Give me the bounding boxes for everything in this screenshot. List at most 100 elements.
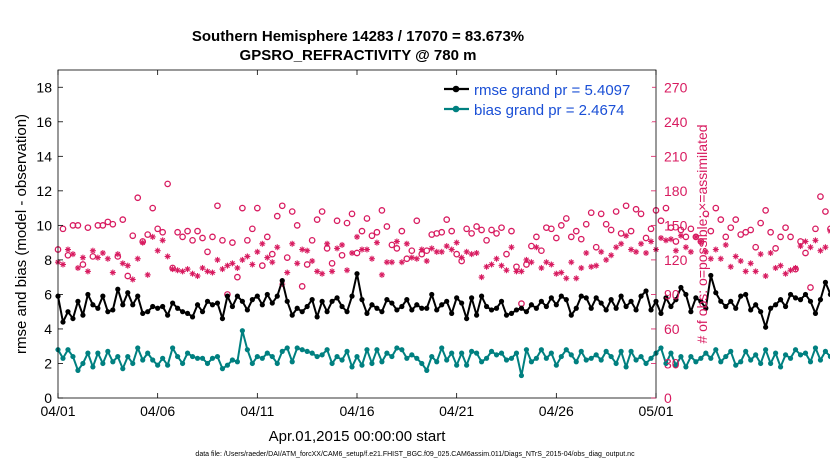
- possible-obs-point: [403, 255, 411, 263]
- assimilated-obs-point: [144, 271, 151, 278]
- possible-obs-point: [199, 234, 206, 242]
- assimilated-obs-point: [448, 246, 455, 253]
- bias-point: [533, 355, 540, 361]
- possible-obs-point: [99, 222, 107, 229]
- rmse-point: [483, 303, 490, 310]
- assimilated-obs-point: [662, 237, 669, 244]
- rmse-point: [189, 314, 196, 320]
- possible-obs-point: [587, 209, 595, 217]
- bias-point: [817, 357, 824, 363]
- bias-series-line: [57, 329, 830, 377]
- bias-point: [179, 360, 186, 367]
- rmse-point: [827, 291, 830, 297]
- possible-obs-point: [174, 228, 181, 236]
- assimilated-obs-point: [538, 264, 545, 271]
- possible-obs-point: [822, 208, 829, 215]
- assimilated-obs-point: [762, 273, 769, 280]
- assimilated-obs-point: [174, 267, 181, 274]
- bias-point: [359, 362, 365, 368]
- rmse-point: [150, 303, 156, 310]
- rmse-point: [100, 293, 106, 299]
- assimilated-obs-point: [119, 260, 126, 267]
- assimilated-obs-point: [563, 275, 570, 282]
- bias-point: [384, 350, 390, 356]
- bias-point: [204, 360, 211, 367]
- rmse-point: [194, 302, 201, 308]
- bias-point: [693, 359, 699, 365]
- rmse-point: [279, 278, 285, 284]
- bias-point: [753, 352, 759, 358]
- assimilated-obs-point: [94, 254, 101, 261]
- possible-obs-point: [343, 219, 351, 227]
- assimilated-obs-point: [548, 261, 555, 268]
- possible-obs-point: [273, 212, 281, 220]
- bias-point: [613, 360, 619, 367]
- rmse-point: [384, 297, 390, 303]
- rmse-point: [583, 295, 589, 301]
- possible-obs-point: [602, 220, 610, 228]
- possible-obs-point: [557, 222, 565, 229]
- x-tick-label: 04/11: [240, 403, 274, 419]
- assimilated-obs-point: [682, 244, 689, 251]
- legend-rmse-label: rmse grand pr = 5.4097: [474, 82, 630, 99]
- assimilated-obs-point: [692, 233, 699, 240]
- assimilated-obs-point: [284, 269, 291, 276]
- assimilated-obs-point: [672, 247, 679, 254]
- possible-obs-point: [642, 234, 650, 242]
- possible-obs-point: [747, 226, 755, 234]
- assimilated-obs-point: [269, 259, 276, 266]
- assimilated-obs-point: [478, 274, 485, 281]
- assimilated-obs-point: [249, 261, 256, 268]
- assimilated-obs-point: [199, 264, 206, 271]
- possible-obs-point: [119, 216, 127, 223]
- rmse-point: [145, 309, 151, 315]
- assimilated-obs-point: [89, 247, 96, 254]
- bias-point: [474, 350, 480, 356]
- rmse-point: [678, 284, 684, 291]
- rmse-point: [718, 298, 724, 304]
- assimilated-obs-point: [139, 239, 146, 246]
- assimilated-obs-point: [558, 269, 565, 276]
- assimilated-obs-point: [99, 249, 106, 256]
- rmse-point: [85, 291, 91, 298]
- possible-obs-point: [597, 210, 605, 218]
- bias-point: [199, 355, 206, 361]
- rmse-point: [274, 293, 280, 299]
- rmse-point: [75, 298, 81, 304]
- y2-tick-label: 60: [664, 321, 680, 337]
- possible-obs-point: [757, 219, 765, 227]
- assimilated-obs-point: [473, 249, 480, 256]
- rmse-point: [359, 297, 365, 303]
- possible-obs-point: [358, 227, 366, 235]
- assimilated-obs-point: [373, 239, 380, 246]
- possible-obs-point: [518, 300, 525, 307]
- assimilated-obs-point: [573, 275, 580, 282]
- rmse-point: [70, 315, 76, 322]
- possible-obs-point: [388, 241, 396, 249]
- possible-obs-point: [717, 216, 725, 223]
- bias-point: [598, 357, 604, 363]
- bias-point: [229, 357, 236, 363]
- assimilated-obs-point: [722, 241, 729, 248]
- assimilated-obs-point: [184, 266, 191, 273]
- assimilated-obs-point: [189, 270, 196, 277]
- assimilated-obs-point: [124, 262, 131, 269]
- assimilated-obs-point: [702, 248, 709, 255]
- rmse-point: [379, 309, 385, 315]
- possible-obs-point: [632, 205, 640, 213]
- rmse-point: [254, 293, 260, 299]
- bias-point: [618, 348, 624, 354]
- rmse-point: [548, 295, 554, 301]
- rmse-point: [404, 297, 410, 303]
- rmse-point: [773, 302, 779, 308]
- possible-obs-point: [762, 207, 769, 214]
- bias-point: [543, 355, 549, 361]
- assimilated-obs-point: [498, 262, 505, 269]
- assimilated-obs-point: [787, 267, 794, 274]
- bias-point: [429, 353, 435, 360]
- y-tick-label: 18: [36, 79, 52, 95]
- assimilated-obs-point: [782, 270, 789, 277]
- possible-obs-point: [647, 225, 655, 233]
- bias-point: [160, 355, 166, 361]
- rmse-point: [573, 305, 579, 311]
